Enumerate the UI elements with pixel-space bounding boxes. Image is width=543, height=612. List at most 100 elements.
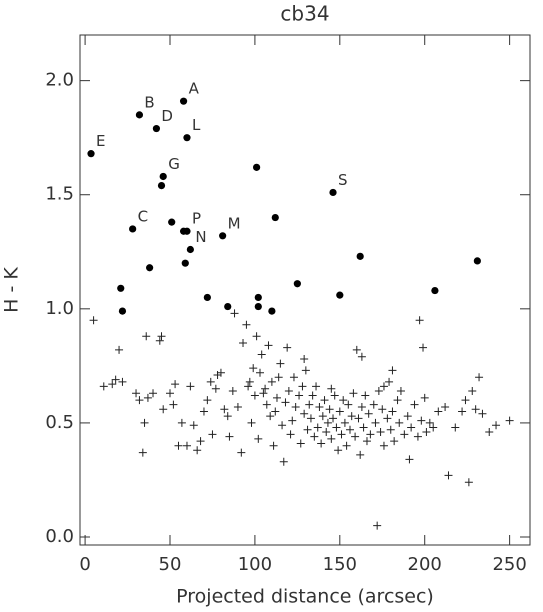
plot-frame bbox=[79, 34, 531, 546]
x-axis-label: Projected distance (arcsec) bbox=[176, 586, 434, 608]
plus-point bbox=[359, 423, 368, 432]
plus-point bbox=[284, 386, 293, 395]
plus-point bbox=[199, 407, 208, 416]
plus-point bbox=[434, 407, 443, 416]
plus-point bbox=[396, 386, 405, 395]
plus-point bbox=[422, 428, 431, 437]
plus-point bbox=[475, 373, 484, 382]
plus-point bbox=[142, 332, 151, 341]
dot-point bbox=[336, 291, 344, 299]
plus-point bbox=[250, 391, 259, 400]
plus-point bbox=[492, 421, 501, 430]
plus-point bbox=[257, 350, 266, 359]
plus-point bbox=[276, 359, 285, 368]
plus-point bbox=[278, 421, 287, 430]
plus-point bbox=[362, 437, 371, 446]
plus-point bbox=[320, 396, 329, 405]
plus-point bbox=[373, 521, 382, 530]
plus-point bbox=[169, 400, 178, 409]
plus-point bbox=[330, 391, 339, 400]
plus-point bbox=[300, 409, 309, 418]
plus-point bbox=[115, 345, 124, 354]
plus-point bbox=[306, 414, 315, 423]
point-label: E bbox=[96, 132, 105, 150]
plus-point bbox=[458, 407, 467, 416]
plus-point bbox=[371, 418, 380, 427]
plus-point bbox=[317, 439, 326, 448]
plus-point bbox=[267, 377, 276, 386]
dot-point bbox=[329, 188, 337, 197]
plus-point bbox=[388, 366, 397, 375]
y-tick-label: 1.0 bbox=[45, 298, 74, 319]
plus-point bbox=[223, 412, 232, 421]
dot-point bbox=[183, 227, 191, 235]
plus-point bbox=[425, 418, 434, 427]
plus-point bbox=[118, 377, 127, 386]
x-tick-label: 150 bbox=[323, 554, 357, 575]
point-label: S bbox=[338, 171, 348, 189]
dot-point bbox=[157, 182, 166, 190]
plus-point bbox=[415, 316, 424, 325]
dot-point bbox=[254, 293, 262, 302]
y-tick-label: 1.5 bbox=[45, 184, 74, 205]
plus-point bbox=[296, 439, 305, 448]
plus-point bbox=[249, 364, 258, 373]
plus-point bbox=[108, 380, 117, 389]
plus-point bbox=[339, 396, 348, 405]
plus-point bbox=[262, 400, 271, 409]
plus-point bbox=[468, 386, 477, 395]
plus-point bbox=[378, 405, 387, 414]
point-label: C bbox=[138, 207, 148, 225]
plus-point bbox=[220, 405, 229, 414]
dot-point bbox=[168, 218, 176, 226]
y-tick-label: 0.0 bbox=[45, 526, 74, 547]
plus-point bbox=[444, 471, 453, 480]
plus-point bbox=[247, 418, 256, 427]
plus-point bbox=[349, 389, 358, 398]
plus-point bbox=[310, 432, 319, 441]
plus-point bbox=[182, 441, 191, 450]
plus-point bbox=[111, 375, 120, 384]
plus-point bbox=[245, 377, 254, 386]
plus-point bbox=[189, 421, 198, 430]
plus-point bbox=[366, 430, 375, 439]
plus-point bbox=[471, 405, 480, 414]
dot-point bbox=[129, 225, 137, 233]
plus-point bbox=[347, 412, 356, 421]
plus-point bbox=[410, 400, 419, 409]
plus-point bbox=[357, 402, 366, 411]
plus-point bbox=[354, 414, 363, 423]
plus-point bbox=[186, 382, 195, 391]
plus-point bbox=[259, 389, 268, 398]
plus-point bbox=[413, 432, 422, 441]
x-tick-label: 0 bbox=[79, 554, 90, 575]
plus-point bbox=[252, 332, 261, 341]
plus-point bbox=[211, 384, 220, 393]
plus-point bbox=[295, 391, 304, 400]
dot-point bbox=[152, 124, 161, 133]
dot-point bbox=[203, 293, 211, 302]
plus-point bbox=[420, 393, 429, 402]
plus-point bbox=[171, 380, 180, 389]
plus-point bbox=[143, 393, 152, 402]
plus-point bbox=[272, 393, 281, 402]
plus-point bbox=[322, 428, 331, 437]
plus-point bbox=[298, 382, 307, 391]
plus-point bbox=[286, 430, 295, 439]
dot-point bbox=[146, 264, 154, 272]
plus-point bbox=[242, 320, 251, 329]
dot-point bbox=[186, 245, 194, 254]
plus-point bbox=[228, 386, 237, 395]
plus-point bbox=[485, 428, 494, 437]
plus-point bbox=[388, 407, 397, 416]
plus-point bbox=[505, 416, 514, 425]
plus-point bbox=[303, 425, 312, 434]
plus-point bbox=[327, 434, 336, 443]
plus-point bbox=[390, 437, 399, 446]
plus-point bbox=[327, 384, 336, 393]
dot-point bbox=[224, 302, 232, 311]
chart-title: cb34 bbox=[280, 2, 329, 26]
plus-point bbox=[283, 343, 292, 352]
